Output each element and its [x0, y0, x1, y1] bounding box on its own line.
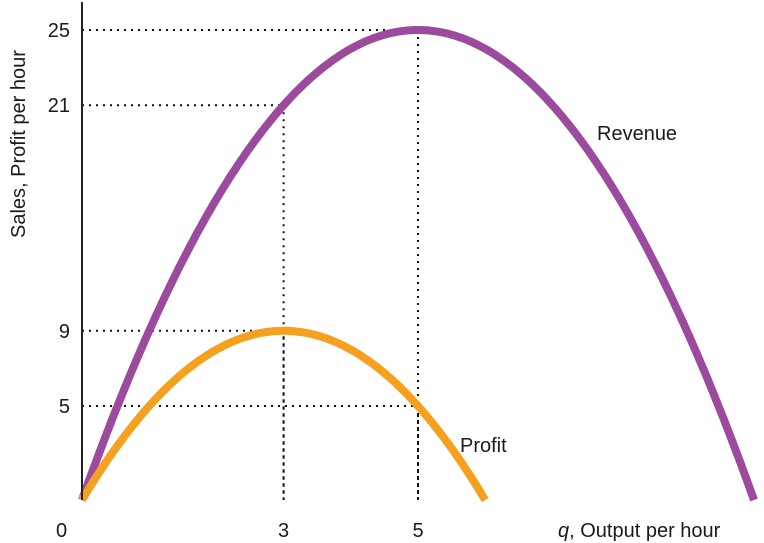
y-axis-label: Sales, Profit per hour	[8, 50, 30, 238]
x-axis-label-var: q	[558, 520, 569, 542]
x-tick-label-3: 3	[278, 520, 289, 542]
y-tick-label-25: 25	[48, 20, 70, 42]
y-tick-label-21: 21	[48, 95, 70, 117]
guide-lines	[82, 29, 419, 500]
tick-labels: 5 9 21 25 3 5	[48, 20, 424, 542]
profit-label: Profit	[460, 435, 507, 457]
revenue-label: Revenue	[597, 123, 677, 145]
y-tick-label-5: 5	[59, 396, 70, 418]
origin-label: 0	[56, 520, 67, 542]
x-tick-label-5: 5	[412, 520, 423, 542]
profit-curve	[78, 326, 489, 503]
curves	[78, 26, 758, 503]
x-axis-label: q, Output per hour	[558, 520, 721, 542]
x-axis-label-text: , Output per hour	[569, 520, 721, 542]
y-tick-label-9: 9	[59, 321, 70, 343]
revenue-curve	[78, 26, 758, 502]
